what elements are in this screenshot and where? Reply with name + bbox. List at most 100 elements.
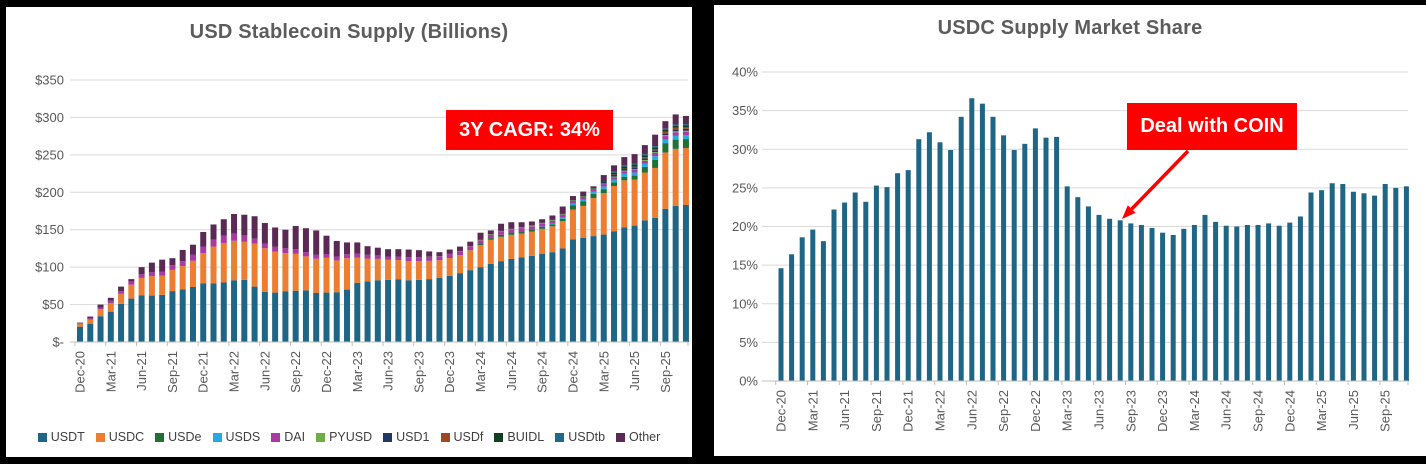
legend-label: DAI xyxy=(284,430,306,444)
svg-text:Mar-24: Mar-24 xyxy=(1187,390,1202,431)
svg-text:$-: $- xyxy=(52,335,64,350)
supply-chart-title: USD Stablecoin Supply (Billions) xyxy=(189,21,509,43)
svg-text:Mar-22: Mar-22 xyxy=(933,390,948,431)
annotation-arrow xyxy=(1122,149,1190,219)
legend-label: USDC xyxy=(108,430,145,444)
x-axis xyxy=(762,380,1409,385)
legend-item-usdc: USDC xyxy=(95,430,145,444)
legend-label: USDT xyxy=(50,430,85,444)
legend-item-buidl: BUIDL xyxy=(494,430,544,444)
legend-item-usdf: USDf xyxy=(440,430,484,444)
svg-text:Dec-20: Dec-20 xyxy=(774,390,789,432)
svg-text:Dec-21: Dec-21 xyxy=(901,390,916,432)
svg-text:25%: 25% xyxy=(732,180,758,195)
supply-chart-legend: USDT USDC USDe USDS DAI PYUSD USD1 USDf BUIDL USD… xyxy=(6,430,692,444)
x-tick-labels: Dec-20 Mar-21 Jun-21 Sep-21 Dec-21 Mar-22 Jun-… xyxy=(774,390,1393,432)
svg-text:Mar-21: Mar-21 xyxy=(805,390,820,431)
svg-text:Mar-23: Mar-23 xyxy=(350,351,365,392)
legend-label: USDe xyxy=(168,430,202,444)
legend-item-usdt: USDT xyxy=(37,430,85,444)
svg-text:Jun-22: Jun-22 xyxy=(964,390,979,430)
svg-text:20%: 20% xyxy=(732,219,758,234)
legend-label: USDS xyxy=(225,430,261,444)
svg-text:40%: 40% xyxy=(732,65,758,80)
legend-item-usdtb: USDtb xyxy=(555,430,605,444)
x-axis xyxy=(70,341,689,346)
legend-swatch-icon xyxy=(383,432,393,442)
share-chart-title: USDC Supply Market Share xyxy=(937,17,1203,39)
svg-text:35%: 35% xyxy=(732,103,758,118)
legend-swatch-icon xyxy=(271,432,281,442)
svg-text:Jun-25: Jun-25 xyxy=(1346,390,1361,430)
svg-text:$100: $100 xyxy=(35,260,64,275)
share-bar-chart: 40% 35% 30% 25% 20% 15% 10% 5% 0% Dec-20 Mar-21 Jun… xyxy=(732,65,1409,432)
cagr-annotation: 3Y CAGR: 34% xyxy=(446,110,613,150)
svg-text:Jun-24: Jun-24 xyxy=(1219,390,1234,430)
svg-text:Dec-22: Dec-22 xyxy=(319,351,334,393)
svg-text:Mar-24: Mar-24 xyxy=(473,351,488,392)
svg-text:$150: $150 xyxy=(35,222,64,237)
svg-text:Sep-25: Sep-25 xyxy=(658,351,673,393)
legend-item-pyusd: PYUSD xyxy=(316,430,372,444)
svg-text:Sep-22: Sep-22 xyxy=(996,390,1011,432)
legend-label: Other xyxy=(629,430,661,444)
legend-label: PYUSD xyxy=(329,430,373,444)
legend-label: USD1 xyxy=(396,430,430,444)
svg-text:5%: 5% xyxy=(739,335,758,350)
svg-text:Dec-21: Dec-21 xyxy=(196,351,211,393)
legend-swatch-icon xyxy=(95,432,105,442)
svg-text:30%: 30% xyxy=(732,142,758,157)
svg-text:Jun-23: Jun-23 xyxy=(381,351,396,391)
svg-text:Jun-23: Jun-23 xyxy=(1092,390,1107,430)
svg-text:Dec-22: Dec-22 xyxy=(1028,390,1043,432)
supply-stacked-bar-chart: $350 $300 $250 $200 $150 $100 $50 $- Dec-20 Mar-2… xyxy=(35,73,689,393)
legend-swatch-icon xyxy=(155,432,165,442)
share-bars xyxy=(778,98,1409,382)
svg-text:Sep-23: Sep-23 xyxy=(411,351,426,393)
legend-label: USDtb xyxy=(568,430,606,444)
svg-text:Jun-21: Jun-21 xyxy=(837,390,852,430)
svg-text:$50: $50 xyxy=(42,297,64,312)
svg-text:Mar-22: Mar-22 xyxy=(227,351,242,392)
legend-swatch-icon xyxy=(494,432,504,442)
svg-text:$350: $350 xyxy=(35,73,64,88)
svg-text:Mar-21: Mar-21 xyxy=(103,351,118,392)
svg-text:Sep-21: Sep-21 xyxy=(165,351,180,393)
legend-item-usd1: USD1 xyxy=(383,430,430,444)
legend-item-other: Other xyxy=(616,430,660,444)
svg-text:Sep-24: Sep-24 xyxy=(535,351,550,393)
axis-labels: 40% 35% 30% 25% 20% 15% 10% 5% 0% xyxy=(732,65,758,389)
svg-text:Jun-25: Jun-25 xyxy=(627,351,642,391)
legend-item-usds: USDS xyxy=(212,430,261,444)
svg-text:Jun-22: Jun-22 xyxy=(257,351,272,391)
svg-text:Sep-25: Sep-25 xyxy=(1378,390,1393,432)
legend-swatch-icon xyxy=(37,432,47,442)
svg-text:$200: $200 xyxy=(35,185,64,200)
svg-text:Dec-20: Dec-20 xyxy=(73,351,88,393)
svg-text:Mar-23: Mar-23 xyxy=(1060,390,1075,431)
svg-text:Dec-23: Dec-23 xyxy=(442,351,457,393)
svg-text:Mar-25: Mar-25 xyxy=(1314,390,1329,431)
svg-text:Sep-22: Sep-22 xyxy=(288,351,303,393)
svg-text:Dec-23: Dec-23 xyxy=(1155,390,1170,432)
svg-text:Dec-24: Dec-24 xyxy=(1282,390,1297,432)
svg-text:Sep-23: Sep-23 xyxy=(1123,390,1138,432)
legend-item-usde: USDe xyxy=(155,430,202,444)
deal-with-coin-annotation: Deal with COIN xyxy=(1127,103,1297,150)
svg-text:$300: $300 xyxy=(35,110,64,125)
stablecoin-supply-panel: USD Stablecoin Supply (Billions) $350 $30… xyxy=(6,7,692,457)
legend-swatch-icon xyxy=(616,432,626,442)
usdc-share-panel: USDC Supply Market Share 40% 35% 30% 25% 20%… xyxy=(714,5,1426,456)
legend-swatch-icon xyxy=(555,432,565,442)
svg-text:Sep-21: Sep-21 xyxy=(869,390,884,432)
stacked-bars xyxy=(77,114,689,342)
legend-label: BUIDL xyxy=(507,430,545,444)
legend-item-dai: DAI xyxy=(271,430,305,444)
x-tick-labels: Dec-20 Mar-21 Jun-21 Sep-21 Dec-21 Mar-22 Jun-… xyxy=(73,351,673,393)
axis-labels: $350 $300 $250 $200 $150 $100 $50 $- xyxy=(35,73,64,350)
legend-label: USDf xyxy=(453,430,484,444)
svg-text:Dec-24: Dec-24 xyxy=(566,351,581,393)
legend-swatch-icon xyxy=(316,432,326,442)
legend-swatch-icon xyxy=(212,432,222,442)
svg-text:Jun-21: Jun-21 xyxy=(134,351,149,391)
